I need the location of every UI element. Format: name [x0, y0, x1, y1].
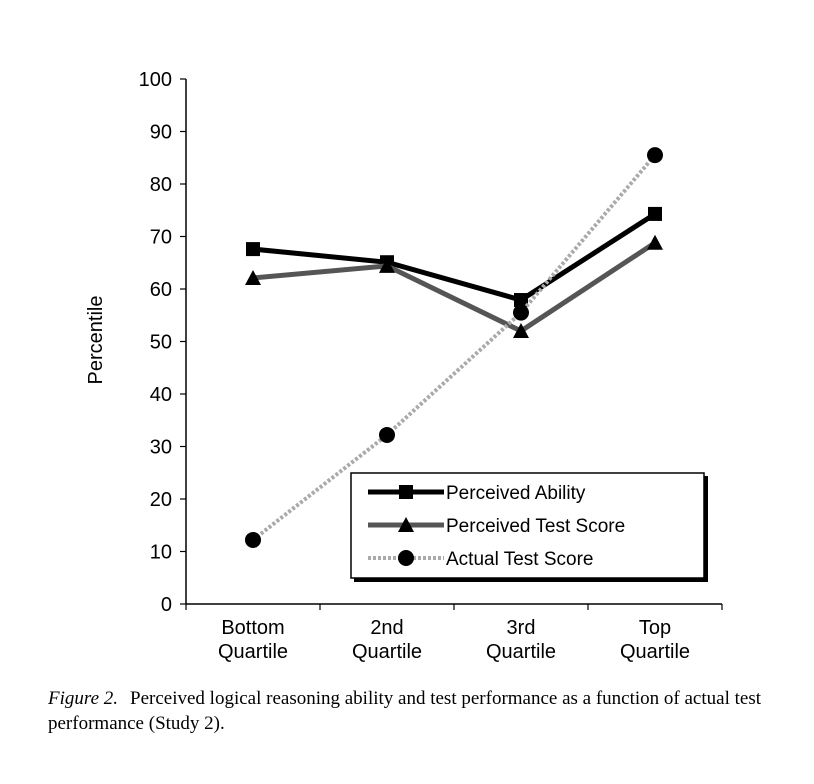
y-tick-label: 10	[150, 542, 172, 564]
line-chart: Percentile 0102030405060708090100BottomQ…	[85, 69, 723, 663]
legend-label: Perceived Ability	[446, 483, 586, 504]
series-actual-test-score	[245, 147, 663, 548]
triangle-marker	[647, 234, 663, 250]
legend: Perceived Ability Perceived Test Score Act…	[350, 472, 708, 582]
y-tick-label: 80	[150, 174, 172, 196]
y-tick-label: 40	[150, 384, 172, 406]
x-tick-label: 3rd	[507, 617, 536, 639]
circle-marker	[398, 550, 414, 566]
series-line	[252, 211, 657, 303]
circle-marker	[245, 531, 261, 548]
square-marker	[648, 206, 662, 221]
series-line	[252, 240, 657, 334]
circle-marker	[379, 426, 395, 443]
x-tick-label: 2nd	[370, 617, 403, 639]
y-tick-label: 70	[150, 227, 172, 249]
y-tick-label: 50	[150, 332, 172, 354]
x-tick-label: Quartile	[486, 641, 556, 663]
legend-label: Actual Test Score	[446, 549, 594, 570]
caption-text: Perceived logical reasoning ability and …	[48, 688, 761, 734]
figure-caption: Figure 2. Perceived logical reasoning abi…	[48, 686, 808, 736]
series-line	[251, 153, 657, 542]
square-marker	[399, 485, 413, 499]
circle-marker	[513, 304, 529, 321]
y-tick-label: 90	[150, 122, 172, 144]
triangle-marker	[398, 517, 414, 532]
x-tick-label: Bottom	[221, 617, 284, 639]
x-tick-label: Quartile	[620, 641, 690, 663]
y-axis-label: Percentile	[85, 296, 107, 385]
caption-label: Figure 2.	[48, 688, 119, 709]
square-marker	[246, 242, 260, 257]
y-tick-label: 0	[161, 594, 172, 616]
y-tick-label: 30	[150, 437, 172, 459]
y-tick-label: 20	[150, 489, 172, 511]
triangle-marker	[245, 269, 261, 285]
legend-label: Perceived Test Score	[446, 516, 625, 537]
x-tick-label: Top	[639, 617, 671, 639]
triangle-marker	[513, 323, 529, 338]
y-tick-label: 60	[150, 279, 172, 301]
x-tick-label: Quartile	[218, 641, 288, 663]
series-perceived-test-score	[245, 234, 663, 338]
square-marker	[514, 293, 528, 308]
y-tick-label: 100	[139, 69, 172, 91]
triangle-marker	[379, 257, 395, 273]
x-tick-label: Quartile	[352, 641, 422, 663]
circle-marker	[647, 147, 663, 164]
